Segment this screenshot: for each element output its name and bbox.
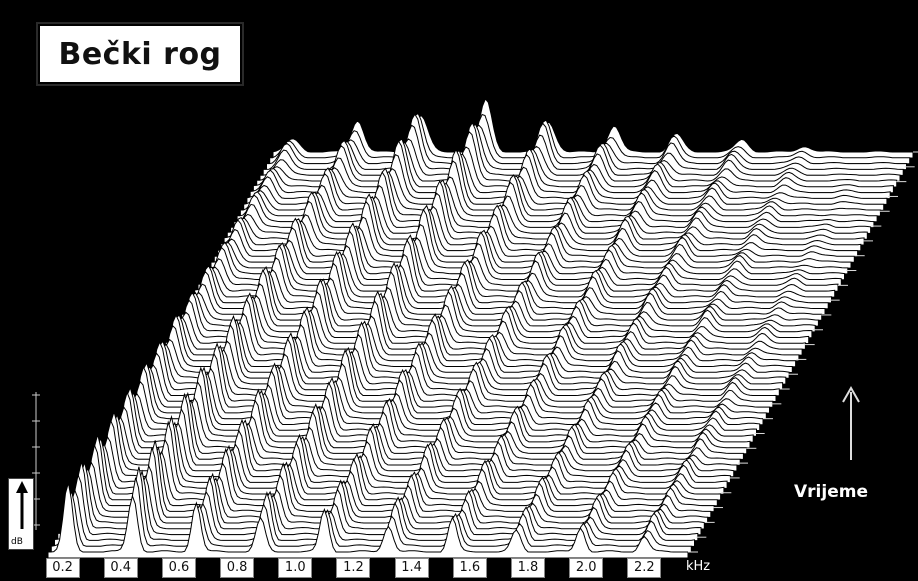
spectrum-slice: [252, 138, 894, 194]
chart-title-box: Bečki rog: [36, 22, 244, 86]
spectrum-slice: [272, 97, 914, 159]
x-tick-label: 0.2: [45, 558, 80, 578]
spectrum-slice: [47, 482, 689, 559]
spectrum-slice: [60, 461, 702, 536]
x-tick-label: 1.0: [278, 558, 313, 578]
x-tick-label: 1.2: [336, 558, 371, 578]
time-arrow-icon: [842, 385, 860, 460]
spectrum-slice: [57, 469, 699, 542]
spectrum-slice: [54, 466, 695, 547]
spectrum-slice: [249, 140, 891, 200]
x-tick-label: 1.8: [511, 558, 545, 578]
waterfall-slices: [47, 97, 914, 559]
time-axis-label: Vrijeme: [794, 482, 868, 502]
x-tick-label: 2.0: [569, 558, 604, 578]
x-axis-unit: kHz: [686, 559, 711, 574]
spectrum-slice: [236, 167, 878, 223]
x-tick-label: 2.2: [627, 558, 662, 578]
spectrum-slice: [93, 410, 735, 478]
spectrum-slice: [230, 179, 872, 234]
x-tick-label: 1.4: [394, 558, 429, 578]
x-tick-label: 0.6: [161, 558, 196, 578]
spectrum-slice: [217, 200, 859, 258]
chart-title: Bečki rog: [58, 36, 222, 72]
spectrum-slice: [262, 123, 904, 176]
x-tick-label: 0.4: [103, 558, 138, 578]
db-scale-box: [8, 478, 34, 550]
x-tick-label: 0.8: [220, 558, 255, 578]
spectrum-slice: [266, 113, 907, 171]
z-axis-label: dB: [11, 537, 23, 547]
spectrum-slice: [50, 477, 692, 553]
x-tick-label: 1.6: [452, 558, 487, 578]
db-arrow-icon: [16, 481, 28, 529]
